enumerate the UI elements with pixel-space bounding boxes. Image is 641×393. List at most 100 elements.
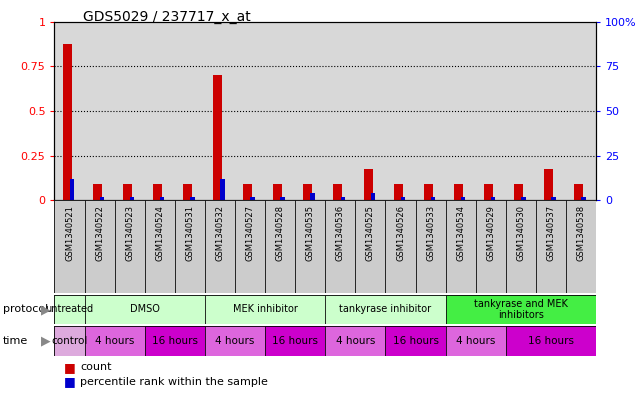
Text: GSM1340535: GSM1340535 bbox=[306, 205, 315, 261]
Text: ▶: ▶ bbox=[41, 303, 51, 316]
Bar bbox=[153, 184, 162, 200]
Bar bbox=[54, 295, 85, 324]
Bar bbox=[521, 197, 526, 200]
Bar bbox=[506, 200, 536, 293]
Text: GSM1340527: GSM1340527 bbox=[246, 205, 254, 261]
Bar bbox=[551, 197, 556, 200]
Bar bbox=[63, 44, 72, 200]
Bar bbox=[431, 197, 435, 200]
Bar bbox=[385, 200, 415, 293]
Text: control: control bbox=[51, 336, 88, 346]
Text: 16 hours: 16 hours bbox=[528, 336, 574, 346]
Text: GSM1340521: GSM1340521 bbox=[65, 205, 74, 261]
Text: GSM1340528: GSM1340528 bbox=[276, 205, 285, 261]
Bar bbox=[250, 197, 254, 200]
Text: GSM1340533: GSM1340533 bbox=[426, 205, 435, 261]
Bar bbox=[536, 200, 566, 293]
Text: time: time bbox=[3, 336, 28, 346]
Bar bbox=[93, 184, 102, 200]
Bar bbox=[145, 200, 175, 293]
Bar bbox=[265, 326, 326, 356]
Bar bbox=[514, 184, 523, 200]
Bar bbox=[130, 197, 135, 200]
Text: tankyrase inhibitor: tankyrase inhibitor bbox=[340, 305, 431, 314]
Text: percentile rank within the sample: percentile rank within the sample bbox=[80, 377, 268, 387]
Bar bbox=[385, 326, 445, 356]
Bar bbox=[340, 197, 345, 200]
Bar bbox=[326, 295, 445, 324]
Bar bbox=[205, 326, 265, 356]
Text: GSM1340536: GSM1340536 bbox=[336, 205, 345, 261]
Bar bbox=[424, 184, 433, 200]
Bar bbox=[54, 326, 85, 356]
Text: GSM1340523: GSM1340523 bbox=[125, 205, 134, 261]
Text: 16 hours: 16 hours bbox=[152, 336, 198, 346]
Bar bbox=[566, 200, 596, 293]
Bar bbox=[574, 184, 583, 200]
Bar bbox=[183, 184, 192, 200]
Bar bbox=[355, 200, 385, 293]
Text: GSM1340525: GSM1340525 bbox=[366, 205, 375, 261]
Bar bbox=[445, 295, 596, 324]
Bar bbox=[484, 184, 493, 200]
Text: GSM1340529: GSM1340529 bbox=[487, 205, 495, 261]
Text: GSM1340538: GSM1340538 bbox=[577, 205, 586, 261]
Text: 4 hours: 4 hours bbox=[95, 336, 135, 346]
Text: GSM1340524: GSM1340524 bbox=[155, 205, 164, 261]
Text: GSM1340526: GSM1340526 bbox=[396, 205, 405, 261]
Text: MEK inhibitor: MEK inhibitor bbox=[233, 305, 297, 314]
Bar bbox=[326, 200, 355, 293]
Text: ▶: ▶ bbox=[41, 334, 51, 347]
Text: GSM1340534: GSM1340534 bbox=[456, 205, 465, 261]
Bar bbox=[115, 200, 145, 293]
Bar bbox=[280, 197, 285, 200]
Bar bbox=[303, 184, 312, 200]
Bar bbox=[454, 184, 463, 200]
Text: GSM1340537: GSM1340537 bbox=[547, 205, 556, 261]
Bar bbox=[265, 200, 296, 293]
Bar bbox=[54, 200, 85, 293]
Bar bbox=[273, 184, 282, 200]
Text: ■: ■ bbox=[64, 361, 76, 374]
Text: GSM1340530: GSM1340530 bbox=[517, 205, 526, 261]
Text: GSM1340522: GSM1340522 bbox=[95, 205, 104, 261]
Bar bbox=[581, 197, 586, 200]
Text: 4 hours: 4 hours bbox=[336, 336, 375, 346]
Bar bbox=[213, 75, 222, 200]
Bar bbox=[310, 193, 315, 200]
Bar bbox=[401, 197, 405, 200]
Text: untreated: untreated bbox=[46, 305, 94, 314]
Bar bbox=[190, 197, 195, 200]
Bar bbox=[333, 184, 342, 200]
Bar bbox=[476, 200, 506, 293]
Bar bbox=[394, 184, 403, 200]
Text: GDS5029 / 237717_x_at: GDS5029 / 237717_x_at bbox=[83, 10, 251, 24]
Text: count: count bbox=[80, 362, 112, 373]
Bar bbox=[175, 200, 205, 293]
Bar bbox=[220, 179, 224, 200]
Bar bbox=[445, 326, 506, 356]
Bar bbox=[243, 184, 252, 200]
Text: GSM1340532: GSM1340532 bbox=[215, 205, 224, 261]
Bar bbox=[205, 200, 235, 293]
Bar bbox=[85, 200, 115, 293]
Bar bbox=[544, 169, 553, 200]
Text: tankyrase and MEK
inhibitors: tankyrase and MEK inhibitors bbox=[474, 299, 568, 320]
Bar bbox=[363, 169, 372, 200]
Bar bbox=[296, 200, 326, 293]
Bar bbox=[326, 326, 385, 356]
Bar bbox=[370, 193, 375, 200]
Text: 4 hours: 4 hours bbox=[456, 336, 495, 346]
Text: GSM1340531: GSM1340531 bbox=[185, 205, 194, 261]
Text: DMSO: DMSO bbox=[130, 305, 160, 314]
Text: 16 hours: 16 hours bbox=[272, 336, 318, 346]
Bar bbox=[145, 326, 205, 356]
Text: 4 hours: 4 hours bbox=[215, 336, 254, 346]
Bar bbox=[491, 197, 495, 200]
Bar bbox=[123, 184, 132, 200]
Text: ■: ■ bbox=[64, 375, 76, 389]
Bar bbox=[235, 200, 265, 293]
Bar bbox=[506, 326, 596, 356]
Bar bbox=[85, 295, 205, 324]
Text: protocol: protocol bbox=[3, 305, 49, 314]
